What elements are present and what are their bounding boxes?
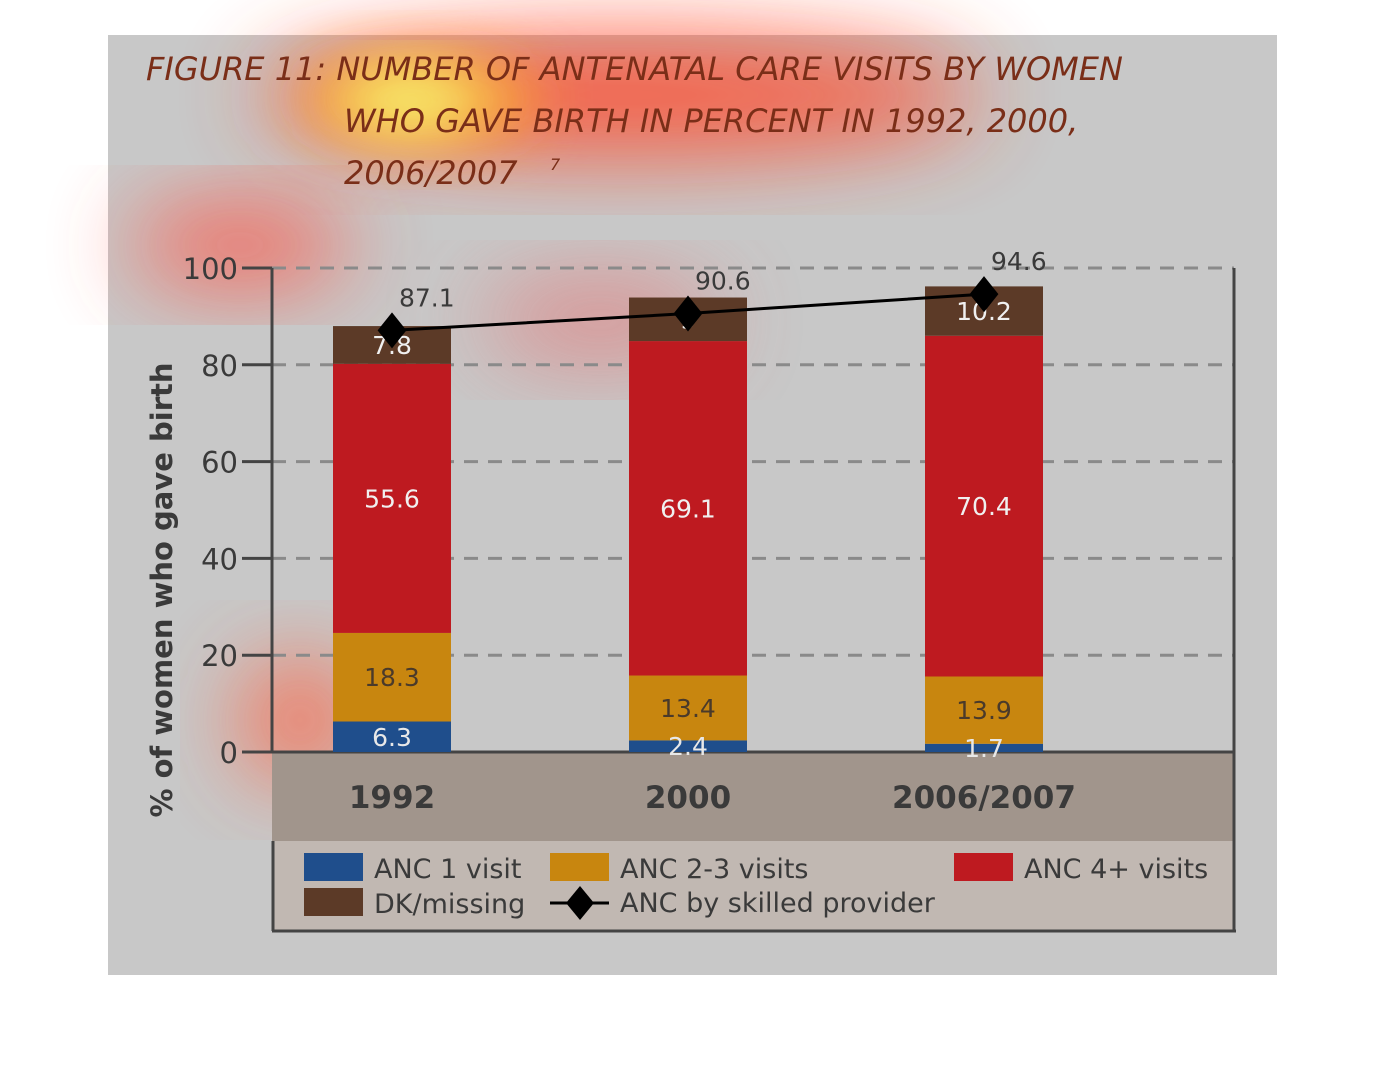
heat-blob <box>340 70 480 130</box>
line-point-label: 87.1 <box>399 283 455 312</box>
x-axis-band <box>272 752 1234 841</box>
legend-label: ANC 4+ visits <box>1024 854 1208 885</box>
line-point-marker <box>969 276 999 313</box>
legend-swatch <box>304 853 363 881</box>
segment-value-label: 6.3 <box>372 723 412 752</box>
y-tick-label: 0 <box>220 736 238 770</box>
y-tick-label: 60 <box>201 446 238 480</box>
segment-value-label: 1.7 <box>964 734 1004 763</box>
segment-value-label: 13.4 <box>660 694 716 723</box>
line-point-label: 90.6 <box>695 266 751 295</box>
line-point-marker <box>377 312 407 349</box>
legend-label: ANC by skilled provider <box>620 888 936 919</box>
bar-segment <box>925 676 1043 744</box>
bar-segment <box>629 675 747 741</box>
skilled-provider-line: 87.1 90.6 94.6 <box>377 247 1047 349</box>
heat-blob <box>240 660 360 780</box>
heat-blob <box>130 205 350 285</box>
axes: 0 20 40 60 80 100 <box>183 252 1236 931</box>
y-tick-label: 80 <box>201 349 238 383</box>
x-category-label: 2006/2007 <box>892 780 1076 816</box>
segment-value-label: 70.4 <box>956 492 1012 521</box>
segment-value-label: 55.6 <box>364 484 420 513</box>
legend-line-marker <box>566 886 594 920</box>
segment-value-label: 13.9 <box>956 696 1012 725</box>
x-category-label: 2000 <box>645 780 731 816</box>
legend-swatch <box>550 853 609 881</box>
bar-segment <box>925 743 1043 752</box>
legend-label: ANC 1 visit <box>374 854 522 885</box>
bar-segment <box>333 632 451 722</box>
title-line-2: WHO GAVE BIRTH IN PERCENT IN 1992, 2000, <box>344 102 1078 140</box>
bar-segment <box>333 363 451 633</box>
line-point-marker <box>673 295 703 332</box>
title-line-1: FIGURE 11: NUMBER OF ANTENATAL CARE VISI… <box>146 50 1123 88</box>
line-point-label: 94.6 <box>991 247 1047 276</box>
segment-value-label: 18.3 <box>364 663 420 692</box>
bar-segment <box>629 740 747 752</box>
y-tick-label: 100 <box>183 252 238 286</box>
bars <box>333 286 1043 752</box>
bar-segment <box>925 335 1043 677</box>
bar-segment <box>333 721 451 752</box>
legend-swatch <box>954 853 1013 881</box>
bar-segment <box>629 341 747 676</box>
title-footnote: 7 <box>550 155 561 174</box>
y-tick-label: 20 <box>201 639 238 673</box>
y-tick-label: 40 <box>201 542 238 576</box>
title-line-3: 2006/2007 <box>344 154 518 192</box>
legend-swatch <box>304 888 363 916</box>
legend-box <box>272 841 1234 931</box>
segment-value-label: 69.1 <box>660 494 716 523</box>
chart-title: FIGURE 11: NUMBER OF ANTENATAL CARE VISI… <box>146 50 1123 192</box>
segment-value-label: 2.4 <box>668 732 708 761</box>
y-axis-label: % of women who gave birth <box>145 362 179 817</box>
legend-label: ANC 2-3 visits <box>620 854 809 885</box>
legend: ANC 1 visit ANC 2-3 visits ANC 4+ visits DK… <box>304 853 1208 920</box>
gridlines <box>272 266 1234 657</box>
category-labels: 1992 2000 2006/2007 <box>349 780 1076 816</box>
x-category-label: 1992 <box>349 780 435 816</box>
legend-label: DK/missing <box>374 889 525 920</box>
